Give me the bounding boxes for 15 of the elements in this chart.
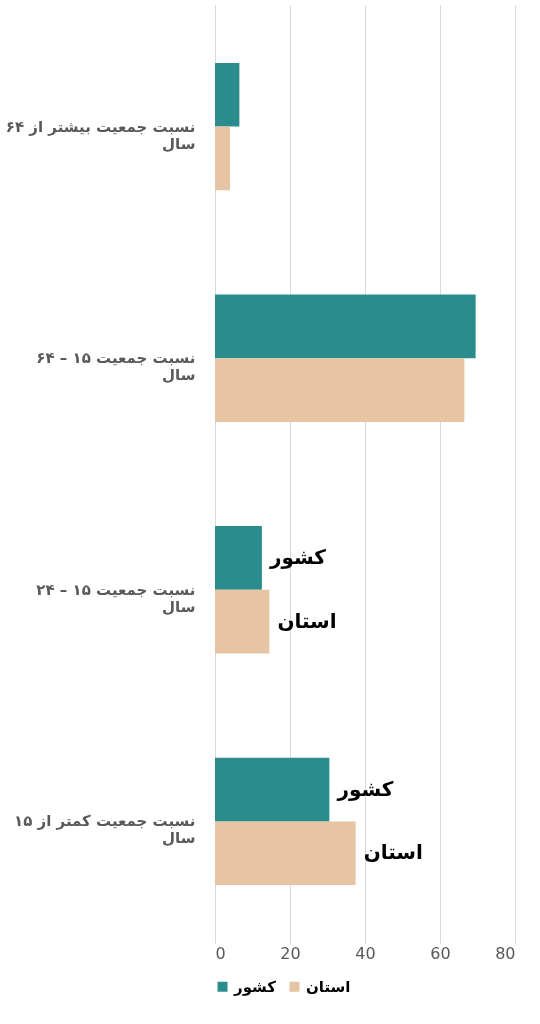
x-tick-label: 80	[495, 943, 516, 963]
x-tick-label: 20	[280, 943, 301, 963]
annotation: کشور	[336, 776, 394, 801]
x-tick-label: 40	[355, 943, 376, 963]
annotation: استان	[277, 608, 337, 633]
annotation: کشور	[268, 544, 327, 569]
y-tick-label: نسبت جمعیت ۱۵ – ۶۴ سال	[36, 349, 196, 385]
annotation: استان	[363, 840, 423, 865]
y-tick-label: نسبت جمعیت کمتر از ۱۵ سال	[14, 812, 196, 848]
x-tick-label: 60	[430, 943, 451, 963]
legend-label: کشور	[233, 977, 277, 996]
legend-label: استان	[306, 977, 351, 996]
x-tick-label: 0	[215, 943, 226, 963]
y-tick-label: نسبت جمعیت بیشتر از ۶۴ سال	[5, 117, 196, 153]
y-tick-label: نسبت جمعیت ۱۵ – ۲۴ سال	[36, 580, 196, 616]
